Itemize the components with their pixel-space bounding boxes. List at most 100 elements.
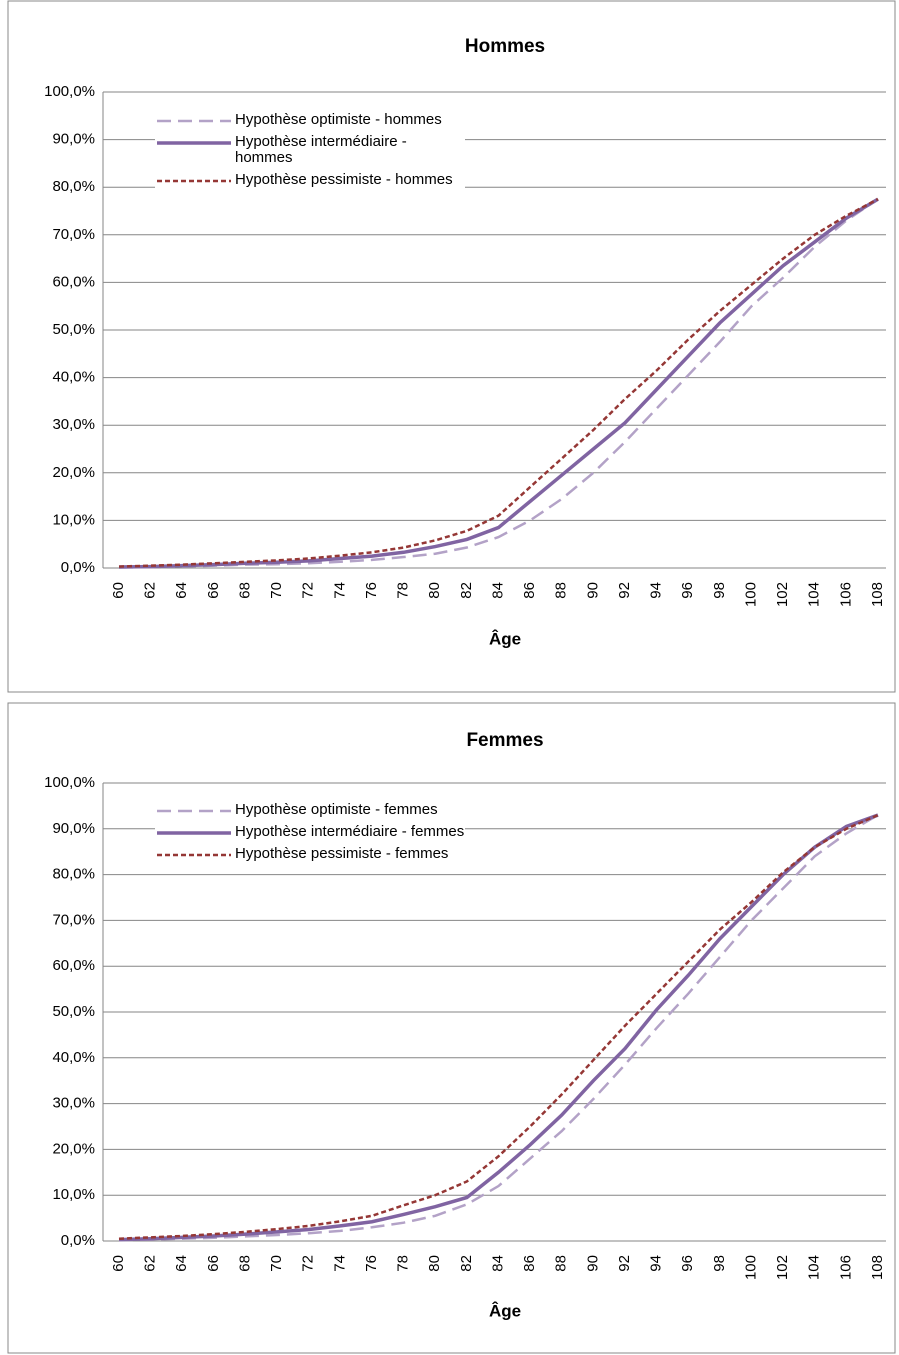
- x-tick-label: 82: [458, 1255, 475, 1272]
- legend-item: Hypothèse intermédiaire - hommes: [155, 134, 465, 166]
- y-tick-label: 10,0%: [52, 511, 95, 528]
- y-tick-label: 30,0%: [52, 416, 95, 433]
- x-tick-label: 64: [173, 1255, 190, 1272]
- y-tick-label: 90,0%: [52, 820, 95, 837]
- x-tick-label: 84: [489, 1255, 506, 1272]
- series-line: [118, 197, 879, 568]
- x-tick-label: 68: [236, 582, 253, 599]
- x-tick-label: 60: [110, 1255, 127, 1272]
- legend-swatch: [157, 179, 231, 183]
- x-tick-label: 86: [521, 582, 538, 599]
- y-tick-label: 30,0%: [52, 1095, 95, 1112]
- legend-label: Hypothèse optimiste - hommes: [235, 111, 442, 128]
- y-tick-label: 20,0%: [52, 1140, 95, 1157]
- x-tick-label: 98: [711, 1255, 728, 1272]
- x-tick-label: 108: [869, 582, 886, 607]
- x-axis-label: Âge: [489, 1301, 521, 1320]
- series-line: [118, 813, 879, 1242]
- x-tick-label: 102: [774, 582, 791, 607]
- legend-swatch: [157, 141, 231, 145]
- y-tick-label: 60,0%: [52, 273, 95, 290]
- x-tick-label: 72: [300, 1255, 317, 1272]
- legend-item: Hypothèse optimiste - hommes: [155, 112, 465, 128]
- y-tick-label: 80,0%: [52, 866, 95, 883]
- x-tick-label: 94: [648, 582, 665, 599]
- x-tick-label: 104: [806, 1255, 823, 1280]
- x-tick-label: 78: [395, 1255, 412, 1272]
- y-tick-label: 50,0%: [52, 1003, 95, 1020]
- x-tick-label: 106: [837, 582, 854, 607]
- x-tick-label: 86: [521, 1255, 538, 1272]
- legend-item: Hypothèse optimiste - femmes: [155, 802, 465, 818]
- x-tick-label: 60: [110, 582, 127, 599]
- x-tick-label: 98: [711, 582, 728, 599]
- y-tick-label: 0,0%: [61, 1232, 95, 1249]
- x-tick-label: 66: [205, 1255, 222, 1272]
- x-tick-label: 104: [806, 582, 823, 607]
- x-tick-label: 74: [331, 582, 348, 599]
- y-tick-label: 20,0%: [52, 464, 95, 481]
- x-tick-label: 102: [774, 1255, 791, 1280]
- x-tick-label: 100: [742, 582, 759, 607]
- y-tick-label: 60,0%: [52, 957, 95, 974]
- x-tick-label: 78: [395, 582, 412, 599]
- legend-item: Hypothèse intermédiaire - femmes: [155, 824, 465, 840]
- chart-title: Hommes: [465, 36, 545, 57]
- legend-label: Hypothèse intermédiaire - hommes: [235, 133, 407, 166]
- x-tick-label: 74: [331, 1255, 348, 1272]
- x-tick-label: 88: [553, 582, 570, 599]
- legend-label: Hypothèse optimiste - femmes: [235, 801, 438, 818]
- legend-label: Hypothèse intermédiaire - femmes: [235, 823, 465, 840]
- y-tick-label: 100,0%: [44, 774, 95, 791]
- x-tick-label: 94: [648, 1255, 665, 1272]
- y-tick-label: 40,0%: [52, 369, 95, 386]
- x-tick-label: 92: [616, 1255, 633, 1272]
- x-tick-label: 66: [205, 582, 222, 599]
- x-tick-label: 70: [268, 582, 285, 599]
- y-tick-label: 0,0%: [61, 559, 95, 576]
- y-tick-label: 50,0%: [52, 321, 95, 338]
- x-tick-label: 90: [584, 582, 601, 599]
- series-line: [118, 813, 879, 1242]
- x-tick-label: 100: [742, 1255, 759, 1280]
- y-tick-label: 70,0%: [52, 226, 95, 243]
- x-tick-label: 70: [268, 1255, 285, 1272]
- x-tick-label: 62: [142, 1255, 159, 1272]
- y-tick-label: 70,0%: [52, 911, 95, 928]
- y-tick-label: 10,0%: [52, 1186, 95, 1203]
- legend-swatch: [157, 119, 231, 123]
- x-tick-label: 80: [426, 582, 443, 599]
- y-tick-label: 40,0%: [52, 1049, 95, 1066]
- x-tick-label: 106: [837, 1255, 854, 1280]
- x-tick-label: 62: [142, 582, 159, 599]
- y-tick-label: 80,0%: [52, 178, 95, 195]
- x-tick-label: 96: [679, 582, 696, 599]
- x-tick-label: 88: [553, 1255, 570, 1272]
- x-tick-label: 72: [300, 582, 317, 599]
- legend: Hypothèse optimiste - femmes Hypothèse in…: [155, 802, 465, 868]
- y-tick-label: 100,0%: [44, 83, 95, 100]
- x-tick-label: 76: [363, 582, 380, 599]
- legend-item: Hypothèse pessimiste - femmes: [155, 846, 465, 862]
- legend-swatch: [157, 831, 231, 835]
- chart-title: Femmes: [466, 730, 543, 751]
- series-line: [118, 813, 879, 1240]
- legend-swatch: [157, 853, 231, 857]
- x-tick-label: 80: [426, 1255, 443, 1272]
- x-axis-label: Âge: [489, 629, 521, 648]
- series-line: [118, 197, 879, 569]
- x-tick-label: 92: [616, 582, 633, 599]
- x-tick-label: 96: [679, 1255, 696, 1272]
- x-tick-label: 82: [458, 582, 475, 599]
- x-tick-label: 108: [869, 1255, 886, 1280]
- legend-label: Hypothèse pessimiste - femmes: [235, 845, 449, 862]
- legend-item: Hypothèse pessimiste - hommes: [155, 172, 465, 188]
- x-tick-label: 64: [173, 582, 190, 599]
- x-tick-label: 68: [236, 1255, 253, 1272]
- x-tick-label: 76: [363, 1255, 380, 1272]
- x-tick-label: 90: [584, 1255, 601, 1272]
- x-tick-label: 84: [489, 582, 506, 599]
- legend-label: Hypothèse pessimiste - hommes: [235, 171, 453, 188]
